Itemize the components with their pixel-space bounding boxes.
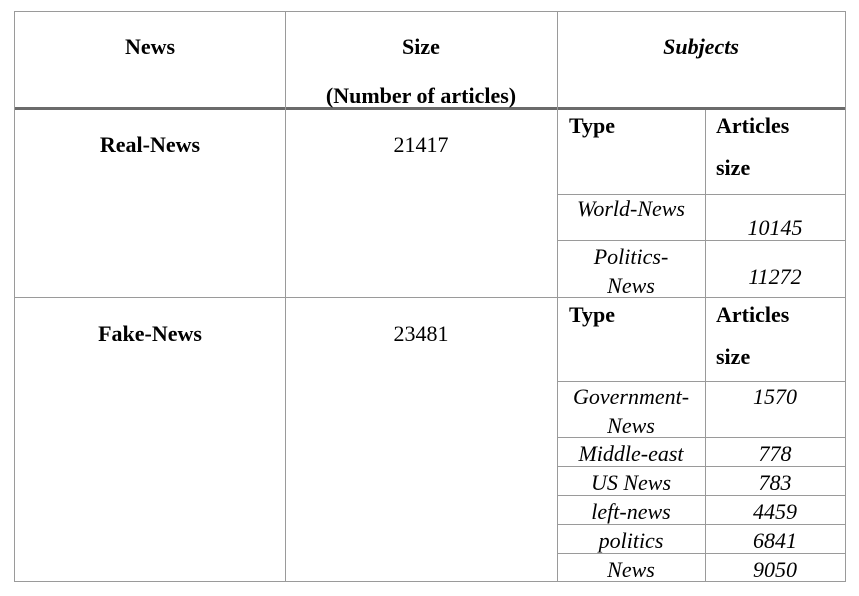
subject-type: News [607, 557, 655, 582]
subject-type: Government- [572, 384, 690, 409]
subtable-line [557, 194, 845, 195]
subtable-articles-header: Articles [716, 113, 790, 138]
header-bottom-border [14, 107, 845, 110]
subtable-articles-header-size: size [716, 344, 751, 369]
table-right-border [845, 11, 846, 582]
subject-type-cont: News [607, 413, 655, 438]
col-divider-2 [557, 11, 558, 582]
header-news: News [124, 34, 176, 59]
subject-type: World-News [577, 196, 685, 221]
subtable-divider-fake [705, 298, 706, 581]
subject-type: US News [590, 470, 672, 495]
subject-count: 6841 [753, 528, 797, 553]
subject-count: 783 [758, 470, 792, 495]
row-divider [14, 297, 845, 298]
subtable-line [557, 381, 845, 382]
header-subjects: Subjects [663, 34, 739, 59]
subtable-line [557, 495, 845, 496]
subject-count: 9050 [753, 557, 797, 582]
row-label-real-news: Real-News [99, 132, 201, 157]
subject-type-cont: News [607, 273, 655, 298]
subtable-line [557, 437, 845, 438]
subject-type: left-news [591, 499, 671, 524]
subject-type: Middle-east [578, 441, 684, 466]
subject-count: 778 [758, 441, 792, 466]
subtable-line [557, 240, 845, 241]
table-top-border [14, 11, 845, 12]
row-size-real-news: 21417 [393, 132, 449, 157]
subtable-line [557, 524, 845, 525]
subtable-articles-header: Articles [716, 302, 790, 327]
subject-count: 10145 [747, 215, 803, 240]
subtable-articles-header-size: size [716, 155, 751, 180]
subject-type: politics [598, 528, 664, 553]
subtable-divider-real [705, 110, 706, 297]
table-bottom-border [14, 581, 845, 582]
subtable-line [557, 553, 845, 554]
subtable-type-header: Type [569, 302, 616, 327]
subject-count: 1570 [753, 384, 797, 409]
row-size-fake-news: 23481 [393, 321, 449, 346]
header-size-subtitle: (Number of articles) [325, 83, 517, 108]
col-divider-1 [285, 11, 286, 582]
row-label-fake-news: Fake-News [98, 321, 202, 346]
subtable-line [557, 466, 845, 467]
subject-count: 11272 [748, 264, 802, 289]
subtable-type-header: Type [569, 113, 616, 138]
subject-count: 4459 [753, 499, 797, 524]
subject-type: Politics- [593, 244, 669, 269]
table-left-border [14, 11, 15, 582]
header-size: Size [402, 34, 440, 59]
